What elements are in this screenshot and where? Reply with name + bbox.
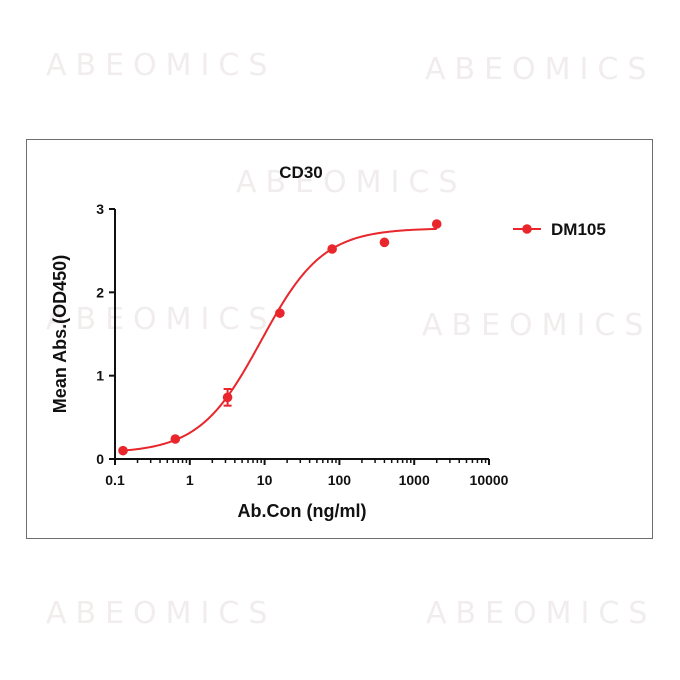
x-tick-label: 0.1 — [105, 472, 125, 488]
legend: DM105 — [513, 220, 606, 239]
chart-title: CD30 — [279, 163, 322, 182]
chart-frame — [26, 139, 653, 539]
x-tick-label: 100 — [328, 472, 352, 488]
data-point — [222, 392, 233, 403]
data-point — [379, 237, 390, 248]
y-axis-label: Mean Abs.(OD450) — [50, 255, 70, 413]
data-point — [118, 445, 128, 456]
plot-area — [118, 219, 442, 456]
x-axis-label: Ab.Con (ng/ml) — [238, 501, 367, 521]
x-tick-label: 1 — [186, 472, 194, 488]
legend-marker — [522, 224, 532, 234]
data-point — [431, 219, 442, 229]
data-point — [327, 244, 337, 254]
data-point — [275, 308, 285, 318]
data-point — [170, 434, 181, 444]
x-tick-label: 1000 — [399, 472, 430, 488]
y-tick-label: 3 — [96, 201, 104, 217]
legend-label: DM105 — [551, 220, 606, 239]
fit-curve — [122, 227, 437, 452]
y-tick-label: 2 — [96, 284, 104, 300]
axes: 0.1 1 10 100 1000 10000 0 1 2 3 — [96, 201, 508, 488]
y-tick-label: 1 — [96, 368, 104, 384]
x-tick-label: 10000 — [470, 472, 509, 488]
y-tick-label: 0 — [96, 451, 104, 467]
x-tick-label: 10 — [257, 472, 273, 488]
